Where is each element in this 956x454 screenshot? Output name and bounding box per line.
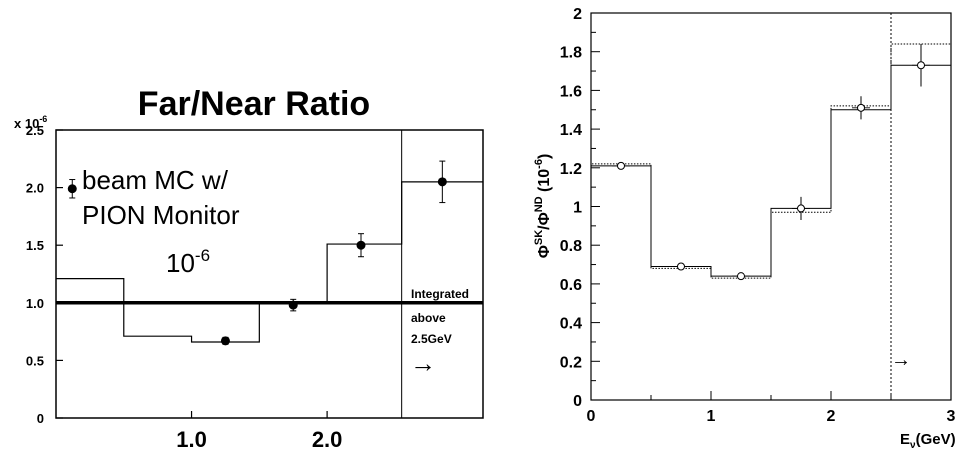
data-point bbox=[67, 184, 77, 194]
right-y-tick-label: 0 bbox=[573, 393, 582, 410]
right-x-tick-label: 1 bbox=[707, 408, 716, 425]
left-reference-line-group bbox=[56, 130, 483, 418]
left-scale-label: x 10-6 bbox=[14, 114, 47, 131]
left-x-tick-label: 2.0 bbox=[312, 427, 343, 452]
histogram-line bbox=[56, 181, 483, 343]
data-point bbox=[288, 300, 298, 310]
right-plot-frame bbox=[590, 12, 952, 401]
right-y-tick-label: 0.6 bbox=[560, 277, 582, 294]
right-y-tick-label: 0.4 bbox=[560, 316, 582, 333]
left-axis-ticks: 0 0.5 1.0 1.5 2.0 2.5 1.0 2.0 bbox=[26, 123, 342, 452]
right-y-tick-label: 2 bbox=[573, 6, 582, 23]
integrated-note-line-2: above bbox=[411, 311, 446, 325]
data-point bbox=[797, 204, 805, 213]
right-y-tick-label: 1.6 bbox=[560, 83, 582, 100]
right-histograms bbox=[590, 13, 951, 400]
left-annotation: beam MC w/ PION Monitor 10-6 bbox=[82, 165, 240, 278]
flux-ratio-panel: 0 0.2 0.4 0.6 0.8 1 1.2 1.4 1.6 1.8 2 0 1 2 3 ΦSK/ΦND … bbox=[533, 6, 956, 451]
data-point bbox=[737, 272, 745, 281]
left-x-tick-label: 1.0 bbox=[176, 427, 207, 452]
left-y-tick-label: 1.0 bbox=[26, 296, 44, 311]
integrated-note-line-1: Integrated bbox=[411, 287, 469, 301]
left-data-points bbox=[67, 160, 447, 346]
right-axis-ticks: 0 0.2 0.4 0.6 0.8 1 1.2 1.4 1.6 1.8 2 0 1 2 3 bbox=[560, 6, 956, 425]
right-y-tick-label: 1.4 bbox=[560, 122, 582, 139]
left-histogram bbox=[56, 181, 483, 343]
right-y-tick-label: 1.2 bbox=[560, 161, 582, 178]
data-point bbox=[677, 262, 685, 271]
right-y-tick-label: 1 bbox=[573, 200, 582, 217]
right-y-tick-label: 0.2 bbox=[560, 354, 582, 371]
left-y-tick-label: 1.5 bbox=[26, 238, 44, 253]
right-x-tick-label: 3 bbox=[947, 408, 956, 425]
data-point bbox=[617, 161, 625, 170]
integrated-note: Integrated above 2.5GeV → bbox=[410, 287, 469, 378]
right-x-tick-label: 2 bbox=[827, 408, 836, 425]
far-near-ratio-panel: Far/Near Ratio x 10-6 0 0.5 1.0 1.5 2.0 2.5 1.… bbox=[14, 85, 484, 452]
annotation-value: 10-6 bbox=[166, 246, 210, 278]
data-point bbox=[356, 240, 366, 250]
right-data-points bbox=[612, 43, 930, 281]
annotation-line-1: beam MC w/ bbox=[82, 165, 229, 195]
right-y-tick-label: 1.8 bbox=[560, 45, 582, 62]
left-y-tick-label: 2.5 bbox=[26, 123, 44, 138]
right-arrow-icon: → bbox=[891, 349, 911, 371]
right-y-axis-label: ΦSK/ΦND (10-6) bbox=[533, 154, 553, 259]
left-y-tick-label: 2.0 bbox=[26, 181, 44, 196]
data-point bbox=[220, 336, 230, 346]
data-point bbox=[917, 61, 925, 70]
integrated-arrow-icon: → bbox=[410, 348, 436, 378]
data-point bbox=[857, 103, 865, 112]
right-x-tick-label: 0 bbox=[587, 408, 596, 425]
left-y-tick-label: 0 bbox=[37, 411, 44, 426]
integrated-note-line-3: 2.5GeV bbox=[411, 332, 452, 346]
left-y-tick-label: 0.5 bbox=[26, 353, 44, 368]
data-point bbox=[437, 177, 447, 187]
left-chart-title: Far/Near Ratio bbox=[138, 85, 370, 123]
right-x-axis-label: Eν(GeV) bbox=[900, 431, 956, 451]
left-plot-frame bbox=[55, 129, 484, 419]
annotation-line-2: PION Monitor bbox=[82, 200, 240, 230]
right-y-tick-label: 0.8 bbox=[560, 238, 582, 255]
